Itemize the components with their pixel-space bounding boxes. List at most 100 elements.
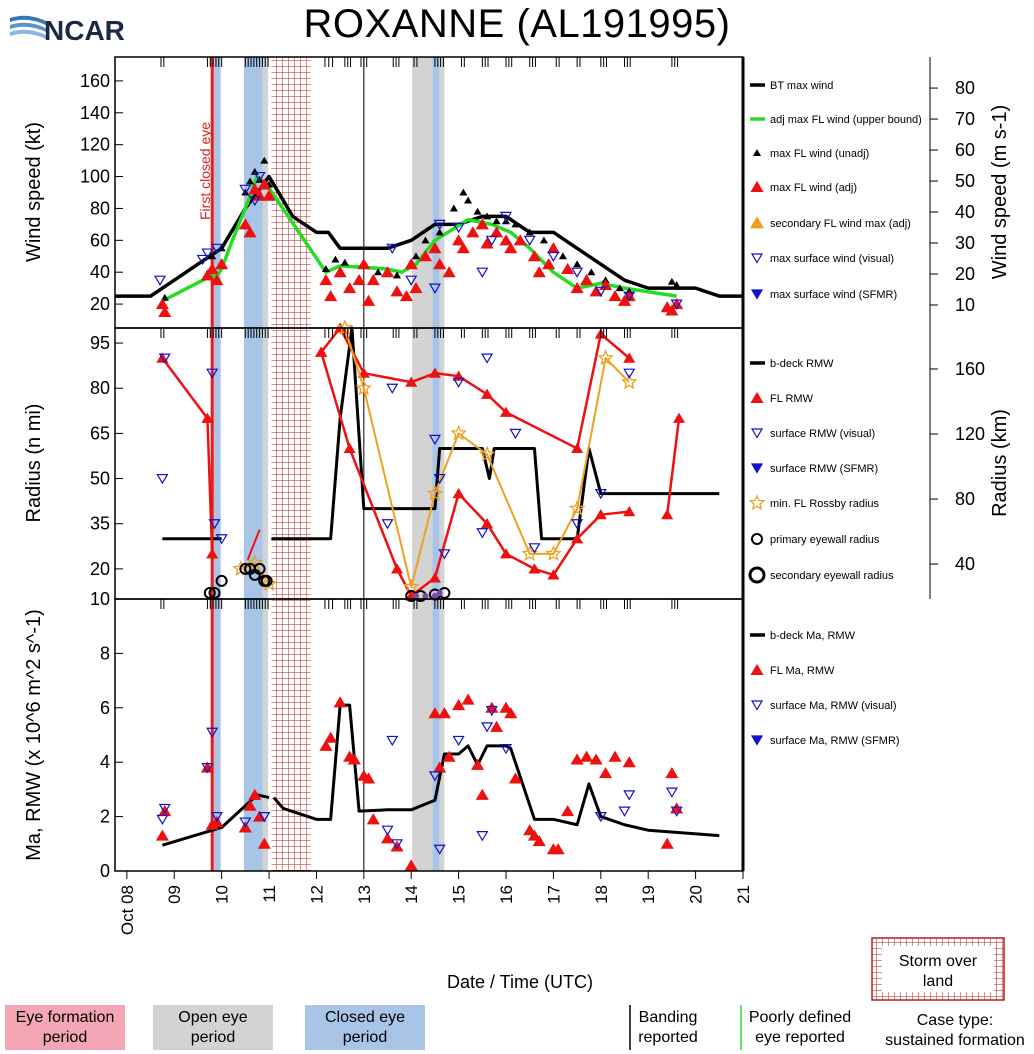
- primary-eyewall-point: [260, 574, 273, 587]
- surface-wind-visual-point: [196, 254, 209, 266]
- rossby-radius-point: [260, 575, 278, 591]
- surface-wind-visual-point: [594, 286, 607, 298]
- fl-wind-unadj-point: [411, 252, 421, 260]
- fl-ma-point: [380, 832, 395, 844]
- surface-wind-visual-point: [499, 211, 513, 223]
- surface-rmw-visual-point: [156, 473, 169, 485]
- x-tick-label: 14: [402, 885, 421, 904]
- fl-wind-adj-point: [475, 218, 489, 230]
- rossby-radius-point: [545, 545, 562, 561]
- rossby-radius-point: [426, 484, 444, 501]
- fl-wind-unadj-point: [539, 236, 548, 244]
- fl-wind-adj-point: [357, 258, 371, 270]
- fl-wind-unadj-point: [392, 271, 402, 279]
- radius-y-label: Radius (n mi): [23, 404, 45, 523]
- wind-y-tick-label: 40: [90, 262, 110, 282]
- bdeck-rmw-line: [271, 326, 720, 541]
- fl-ma-point: [504, 707, 518, 719]
- radius-y-tick-label: 10: [90, 589, 110, 609]
- fl-wind-unadj-point: [667, 277, 676, 285]
- surface-rmw-visual-point: [571, 519, 584, 530]
- surface-ma-visual-point: [239, 817, 252, 828]
- x-axis-label: Date / Time (UTC): [447, 972, 593, 992]
- fl-ma-point: [362, 772, 376, 784]
- x-tick-label: Oct 08: [118, 885, 137, 935]
- fl-wind-adj-point: [200, 269, 214, 281]
- fl-rmw-point: [428, 367, 441, 378]
- fl-wind-adj-point: [665, 304, 679, 316]
- ncar-swoosh-icon: [10, 15, 48, 40]
- fl-wind-unadj-point: [421, 236, 430, 244]
- x-tick-label: 12: [307, 885, 326, 904]
- legend-surface-rmw-visual-label: surface RMW (visual): [770, 428, 875, 440]
- fl-wind-adj-point: [608, 289, 622, 302]
- surface-ma-visual-point: [452, 735, 465, 747]
- fl-ma-point: [589, 753, 603, 765]
- fl-rmw-point: [357, 367, 370, 378]
- fl-rmw-point: [343, 442, 356, 454]
- x-tick-label: 21: [734, 885, 753, 904]
- primary-eyewall-point: [215, 574, 228, 587]
- surface-wind-visual-point: [485, 235, 498, 247]
- legend-fl-adj-swatch: [750, 180, 764, 192]
- legend-secondary-eyewall-label: secondary eyewall radius: [770, 570, 894, 582]
- eye-formation-label-line: period: [43, 1029, 87, 1046]
- first-closed-eye-label: First closed eye: [197, 122, 213, 220]
- surface-rmw-visual-point: [386, 383, 399, 394]
- fl-wind-adj-point: [390, 285, 404, 297]
- eye-formation-label-line: Eye formation: [16, 1009, 115, 1026]
- fl-rmw-point: [571, 442, 584, 454]
- fl-wind-adj-point: [433, 258, 447, 270]
- wind-y-right-label: Wind speed (m s-1): [989, 105, 1011, 280]
- surface-wind-visual-point: [253, 171, 266, 183]
- fl-rmw-point: [547, 569, 560, 580]
- radius-y-tick-label: 65: [90, 423, 110, 443]
- fl-ma-point: [599, 766, 613, 779]
- open-eye-band: [412, 57, 433, 871]
- closed-eye-band: [214, 57, 221, 871]
- radius-y-right-tick-label: 120: [955, 424, 985, 444]
- fl-wind-unadj-point: [331, 255, 340, 263]
- legend-bt-label: BT max wind: [770, 80, 833, 92]
- wind-y-tick-label: 80: [90, 198, 110, 218]
- radius-y-right-label: Radius (km): [989, 409, 1011, 517]
- fl-rmw-point: [405, 376, 418, 387]
- radius-y-tick-label: 95: [90, 333, 110, 353]
- legend-surface-rmw-sfmr-swatch: [750, 463, 764, 474]
- legend-surface-ma-visual-swatch: [750, 700, 764, 711]
- wind-y-tick-label: 140: [80, 103, 110, 123]
- surface-ma-visual-point: [433, 844, 446, 855]
- radius-y-tick-label: 50: [90, 469, 110, 489]
- poorly-defined-label-line: Poorly defined: [749, 1009, 851, 1026]
- wind-y-right-tick-label: 20: [955, 264, 975, 284]
- storm-over-land-box: [882, 946, 994, 992]
- surface-wind-visual-point: [433, 219, 446, 231]
- primary-eyewall-point: [208, 586, 221, 599]
- legend-fl-unadj-label: max FL wind (unadj): [770, 148, 869, 160]
- closed-eye-band: [432, 57, 440, 871]
- fl-ma-point: [248, 788, 262, 800]
- rossby-radius-point: [620, 373, 638, 390]
- radius-y-right-tick-label: 160: [955, 359, 985, 379]
- surface-ma-visual-point: [665, 787, 678, 798]
- fl-wind-adj-point: [532, 266, 546, 278]
- banding-label-line: Banding: [639, 1009, 698, 1026]
- eyewall-fill-point: [422, 592, 429, 599]
- fl-wind-adj-point: [343, 282, 357, 294]
- x-tick-label: 11: [260, 885, 279, 903]
- storm-over-land-label-line: land: [923, 973, 953, 990]
- wind-y-label: Wind speed (kt): [23, 122, 45, 262]
- closed-eye-label: Closed eye period: [325, 1009, 405, 1046]
- surface-wind-visual-point: [547, 251, 560, 262]
- fl-rmw-line: [246, 529, 261, 561]
- fl-wind-unadj-point: [615, 284, 624, 292]
- fl-rmw-point: [571, 533, 584, 544]
- ma-y-tick-label: 2: [100, 807, 110, 827]
- fl-rmw-line: [161, 357, 214, 554]
- surface-rmw-visual-point: [206, 368, 219, 379]
- surface-rmw-visual-point: [158, 353, 171, 364]
- rossby-radius-point: [450, 424, 467, 441]
- fl-wind-adj-point: [442, 266, 456, 278]
- fl-ma-point: [257, 837, 271, 849]
- wind-y-right-tick-label: 40: [955, 202, 975, 222]
